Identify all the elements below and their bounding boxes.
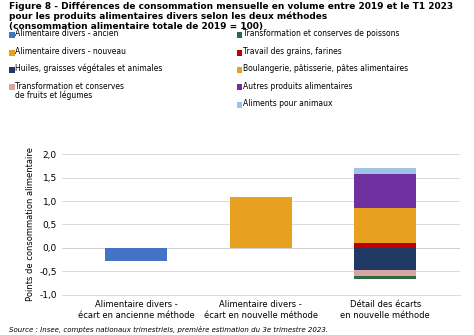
Text: Alimentaire divers - ancien: Alimentaire divers - ancien <box>16 29 119 38</box>
Text: Source : Insee, comptes nationaux trimestriels, première estimation du 3e trimes: Source : Insee, comptes nationaux trimes… <box>9 326 328 333</box>
Bar <box>354 270 416 276</box>
Text: Alimentaire divers - nouveau: Alimentaire divers - nouveau <box>16 47 127 56</box>
Text: Travail des grains, farines: Travail des grains, farines <box>243 47 342 56</box>
Text: Aliments pour animaux: Aliments pour animaux <box>243 99 332 108</box>
Bar <box>354 248 416 270</box>
Text: (consommation alimentaire totale de 2019 = 100): (consommation alimentaire totale de 2019… <box>9 22 264 31</box>
Text: Transformation et conserves de poissons: Transformation et conserves de poissons <box>243 29 400 38</box>
Bar <box>354 174 416 208</box>
Bar <box>354 168 416 174</box>
Bar <box>105 248 167 261</box>
Text: Boulangerie, pâtisserie, pâtes alimentaires: Boulangerie, pâtisserie, pâtes alimentai… <box>243 64 408 73</box>
Text: Huiles, graisses végétales et animales: Huiles, graisses végétales et animales <box>16 64 163 73</box>
Text: Autres produits alimentaires: Autres produits alimentaires <box>243 82 353 90</box>
Text: Figure 8 - Différences de consommation mensuelle en volume entre 2019 et le T1 2: Figure 8 - Différences de consommation m… <box>9 2 454 11</box>
Bar <box>229 197 292 248</box>
Bar <box>354 243 416 248</box>
Text: de fruits et légumes: de fruits et légumes <box>16 91 93 100</box>
Text: Transformation et conserves: Transformation et conserves <box>16 82 125 90</box>
Y-axis label: Points de consommation alimentaire: Points de consommation alimentaire <box>26 147 35 302</box>
Bar <box>354 276 416 279</box>
Text: pour les produits alimentaires divers selon les deux méthodes: pour les produits alimentaires divers se… <box>9 12 328 21</box>
Bar <box>354 208 416 243</box>
